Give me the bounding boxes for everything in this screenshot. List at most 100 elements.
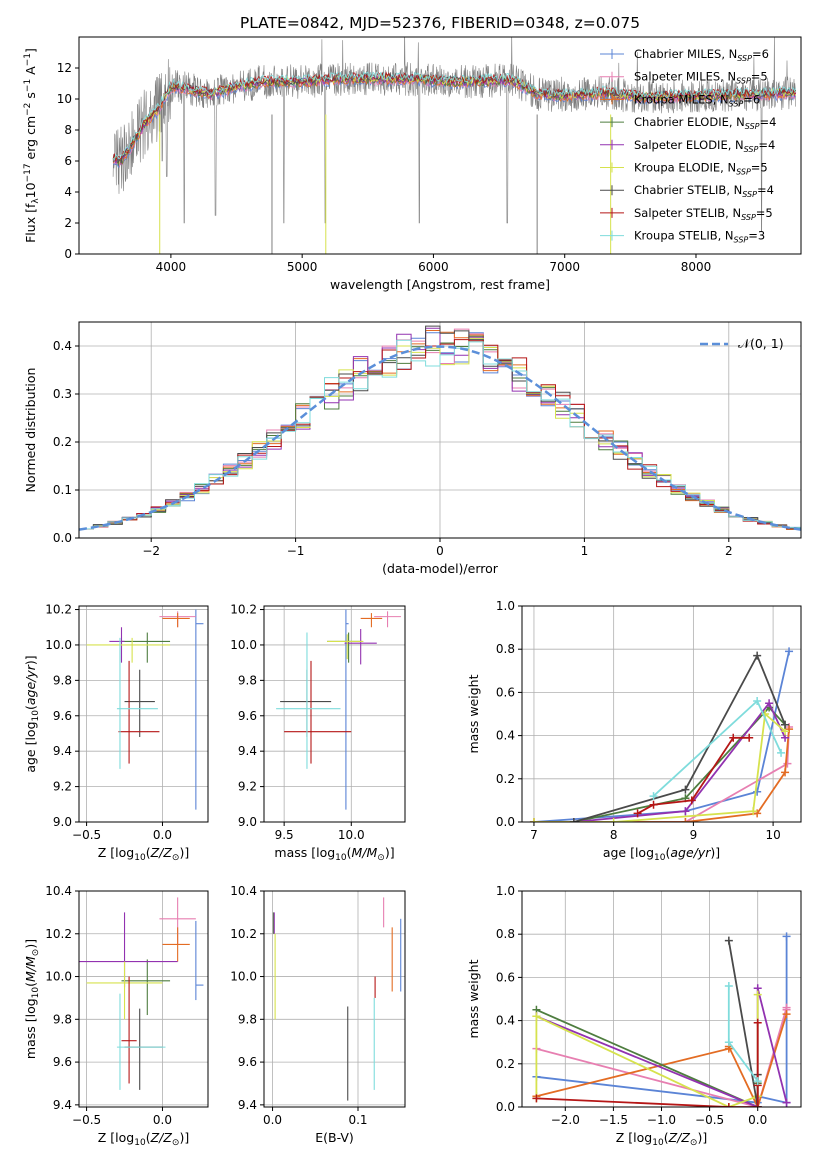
mass-vs-extinction-ytick-label: 10.2: [230, 927, 257, 941]
mass-weight-vs-age-point-6-1: [681, 785, 690, 794]
mass-vs-metallicity-xlabel-part: Z [log: [98, 1130, 134, 1145]
mass-weight-vs-metallicity-xtick-label: −0.5: [695, 1113, 724, 1127]
spectrum-ytick-label: 6: [64, 154, 72, 168]
mass-weight-vs-age-series-2: [534, 729, 790, 822]
age-vs-mass-frame: [263, 605, 406, 823]
spectrum-ytick-label: 8: [64, 123, 72, 137]
mass-vs-metallicity-xtick-label: 0.0: [153, 1113, 172, 1127]
figure-title: PLATE=0842, MJD=52376, FIBERID=0348, z=0…: [240, 14, 640, 32]
mass-weight-vs-metallicity-ytick-label: 0.8: [496, 927, 515, 941]
normal-curve: [79, 345, 801, 531]
age-vs-metallicity-ytick-label: 10.2: [45, 603, 72, 617]
spectrum-ylabel-part: ]: [23, 48, 38, 53]
mass-vs-extinction-axes: 0.0 0.1 9.4 9.6 9.8 10.0 10.2 10.4 E(B-V): [230, 884, 406, 1145]
age-vs-metallicity-xtick-label: 0.0: [153, 828, 172, 842]
legend-entry-text: Kroupa STELIB, N: [634, 229, 734, 243]
residual-histogram-4: [79, 327, 801, 530]
mass-weight-vs-age-series-4: [573, 701, 786, 822]
residuals-xlabel: (data-model)/error: [382, 561, 499, 576]
mass-weight-vs-metallicity-series-8: [727, 986, 759, 1082]
legend-entry-text: Chabrier MILES, N: [634, 47, 737, 61]
residual-histogram-7: [79, 339, 801, 530]
mass-weight-vs-metallicity-xlabel-part: ⊙: [690, 1138, 698, 1148]
mass-weight-vs-metallicity-xtick-label: −1.5: [599, 1113, 628, 1127]
age-vs-metallicity-ytick-label: 9.4: [53, 744, 72, 758]
mass-vs-metallicity-ylabel-part: 10: [31, 987, 41, 999]
legend-entry-value: =5: [751, 161, 768, 175]
mass-weight-vs-age-xlabel: age [log10(age/yr)]: [603, 845, 720, 863]
mass-vs-metallicity-ytick-label: 10.4: [45, 884, 72, 898]
mass-vs-metallicity-ylabel-part: ⊙: [31, 949, 41, 957]
mass-weight-vs-metallicity-series-3: [536, 1008, 759, 1107]
mass-weight-vs-age-point-8-2: [777, 748, 786, 757]
residuals-ytick-label: 0.0: [53, 531, 72, 545]
age-vs-mass-xlabel-part: M/M: [352, 845, 378, 860]
mass-weight-vs-metallicity-point-7-0: [532, 1094, 541, 1103]
mass-weight-vs-age-plot-area: [522, 606, 801, 822]
spectrum-xtick-label: 5000: [287, 260, 318, 274]
age-vs-metallicity-ytick-label: 9.6: [53, 709, 72, 723]
mass-weight-vs-age-point-5-2: [749, 807, 758, 816]
mass-weight-vs-metallicity-frame: [521, 890, 802, 1108]
mass-weight-vs-age-ytick-label: 0.6: [496, 685, 515, 699]
age-vs-metallicity-xlabel-part: )]: [179, 845, 189, 860]
legend-entry-text: Kroupa MILES, N: [634, 92, 729, 106]
legend-entry-2: Kroupa MILES, NSSP=6: [634, 92, 760, 108]
mass-weight-vs-metallicity-xlabel-part: (: [664, 1130, 669, 1145]
spectrum-xlabel: wavelength [Angstrom, rest frame]: [330, 277, 550, 292]
legend-entry-text: Kroupa ELODIE, N: [634, 161, 736, 175]
legend-entry-sub: SSP: [736, 77, 751, 86]
mass-weight-vs-age-xlabel-part: age/yr: [670, 845, 711, 860]
mass-vs-extinction-xtick-label: 0.1: [348, 1113, 367, 1127]
mass-weight-vs-metallicity-point-4-3: [782, 1098, 791, 1107]
spectrum-ytick-label: 0: [64, 247, 72, 261]
mass-weight-vs-age-point-6-2: [753, 651, 762, 660]
age-vs-mass-xlabel-part: )]: [385, 845, 395, 860]
residuals-xtick-label: −2: [142, 544, 160, 558]
mass-vs-metallicity-xlabel-part: ⊙: [172, 1138, 180, 1148]
mass-weight-vs-metallicity-xlabel: Z [log10(Z/Z⊙)]: [616, 1130, 707, 1148]
mass-weight-vs-metallicity-series-7: [536, 1022, 759, 1107]
mass-vs-extinction-ytick-label: 10.0: [230, 970, 257, 984]
mass-weight-vs-age-point-8-0: [649, 792, 658, 801]
mass-weight-vs-metallicity-series-6: [727, 940, 759, 1107]
mass-weight-vs-metallicity-point-8-1: [724, 1038, 733, 1047]
spectrum-ylabel-part: λ: [31, 198, 41, 204]
age-vs-mass-xlabel-part: (: [347, 845, 352, 860]
mass-vs-metallicity-ylabel-part: )]: [23, 939, 38, 949]
mass-weight-vs-age-xlabel-part: age [log: [603, 845, 654, 860]
legend-entry-value: =4: [757, 183, 774, 197]
spectrum-frame: [78, 36, 802, 255]
age-vs-metallicity-ytick-label: 9.8: [53, 673, 72, 687]
mass-weight-vs-metallicity-point-5-1: [532, 1012, 541, 1021]
age-vs-mass-xlabel: mass [log10(M/M⊙)]: [274, 845, 394, 863]
mass-vs-metallicity-xlabel-part: Z/Z: [150, 1130, 173, 1145]
mass-vs-metallicity-ylabel-part: M/M: [23, 956, 38, 982]
mass-vs-metallicity-xtick-label: −0.5: [72, 1113, 101, 1127]
residuals-axes: −2 −1 0 1 2 0.0 0.1 0.2 0.3 0.4 (data-model)/error…: [23, 321, 802, 576]
mass-vs-metallicity-xlabel-part: (: [146, 1130, 151, 1145]
residuals-plot-area: [79, 322, 801, 538]
mass-weight-vs-metallicity-axes: −2.0 −1.5 −1.0 −0.5 0.0 0.0 0.2 0.4 0.6 0.8 1.0 Z […: [466, 884, 802, 1148]
legend-entry-3: Chabrier ELODIE, NSSP=4: [634, 115, 776, 131]
residuals-ytick-label: 0.2: [53, 435, 72, 449]
spectrum-ylabel-part: 10: [23, 182, 38, 198]
residuals-ytick-label: 0.3: [53, 387, 72, 401]
mass-weight-vs-age-point-0-3: [785, 647, 794, 656]
mass-vs-extinction-ytick-label: 10.4: [230, 884, 257, 898]
mass-weight-vs-age-xtick-label: 10: [765, 828, 780, 842]
residual-histogram-8: [79, 339, 801, 530]
mass-vs-metallicity-xlabel: Z [log10(Z/Z⊙)]: [98, 1130, 189, 1148]
mass-weight-vs-age-frame: [521, 605, 802, 823]
residuals-xtick-label: 1: [581, 544, 589, 558]
mass-weight-vs-age-point-5-1: [609, 818, 618, 822]
residuals-xtick-label: −1: [287, 544, 305, 558]
model-spectrum-7: [112, 71, 796, 162]
legend-entry-text: Salpeter MILES, N: [634, 70, 736, 84]
residuals-ylabel: Normed distribution: [23, 368, 38, 493]
normal-legend-label: 𝒩(0, 1): [738, 336, 784, 351]
legend-entry-sub: SSP: [734, 236, 749, 245]
age-vs-mass-ytick-label: 9.4: [238, 744, 257, 758]
mass-weight-vs-metallicity-point-7-4: [753, 1018, 762, 1027]
legend-entry-6: Chabrier STELIB, NSSP=4: [634, 183, 774, 199]
